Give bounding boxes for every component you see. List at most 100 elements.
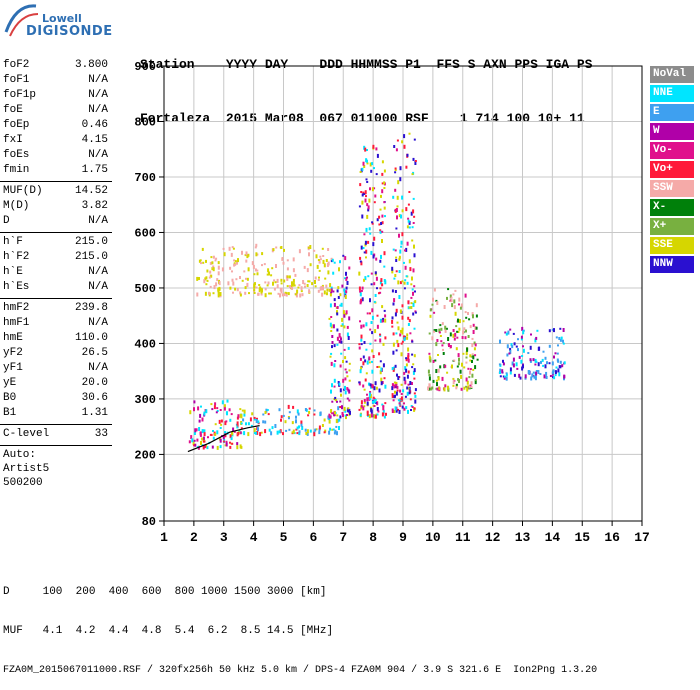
echo-point bbox=[429, 314, 432, 318]
echo-point bbox=[358, 205, 361, 208]
echo-point bbox=[407, 387, 410, 390]
echo-point bbox=[391, 325, 394, 328]
echo-point bbox=[323, 418, 326, 422]
echo-point bbox=[303, 282, 306, 285]
echo-point bbox=[382, 409, 385, 413]
echo-point bbox=[413, 407, 416, 410]
echo-point bbox=[360, 261, 363, 266]
echo-point bbox=[373, 386, 376, 391]
echo-point bbox=[291, 284, 294, 287]
echo-point bbox=[383, 187, 386, 189]
echo-point bbox=[192, 441, 195, 446]
echo-point bbox=[406, 333, 409, 337]
echo-point bbox=[311, 282, 314, 286]
echo-point bbox=[452, 380, 455, 385]
echo-point bbox=[199, 413, 202, 418]
echo-point bbox=[545, 371, 548, 376]
echo-point bbox=[391, 289, 394, 293]
echo-point bbox=[375, 257, 378, 261]
legend-item-vo-: Vo+ bbox=[650, 161, 694, 178]
echo-point bbox=[234, 287, 237, 291]
echo-point bbox=[333, 298, 336, 302]
echo-point bbox=[436, 387, 439, 391]
echo-point bbox=[344, 390, 347, 395]
echo-point bbox=[553, 328, 555, 333]
echo-point bbox=[404, 249, 406, 252]
echo-point bbox=[431, 303, 434, 306]
echo-point bbox=[319, 255, 322, 258]
echo-point bbox=[535, 371, 538, 376]
echo-point bbox=[232, 247, 235, 250]
echo-point bbox=[204, 277, 207, 281]
echo-point bbox=[372, 400, 374, 404]
echo-point bbox=[209, 285, 212, 288]
echo-point bbox=[243, 270, 246, 273]
echo-point bbox=[253, 284, 256, 289]
echo-point bbox=[295, 419, 297, 424]
muf-row: MUF 4.1 4.2 4.4 4.8 5.4 6.2 8.5 14.5 [MH… bbox=[3, 625, 334, 637]
echo-point bbox=[521, 366, 524, 371]
echo-point bbox=[346, 325, 349, 329]
echo-point bbox=[346, 375, 349, 378]
echo-point bbox=[365, 178, 368, 181]
echo-point bbox=[328, 430, 331, 435]
echo-point bbox=[255, 243, 258, 247]
echo-point bbox=[436, 382, 438, 387]
echo-point bbox=[502, 362, 505, 366]
echo-point bbox=[295, 415, 297, 419]
echo-point bbox=[197, 406, 200, 411]
echo-point bbox=[366, 312, 369, 315]
echo-point bbox=[458, 357, 460, 362]
echo-point bbox=[373, 405, 376, 407]
echo-point bbox=[363, 405, 366, 408]
echo-point bbox=[214, 402, 217, 406]
echo-point bbox=[365, 195, 367, 198]
echo-point bbox=[372, 355, 375, 358]
echo-point bbox=[378, 365, 381, 368]
param-label: D bbox=[3, 215, 10, 227]
echo-point bbox=[532, 371, 535, 374]
echo-point bbox=[244, 286, 247, 290]
echo-point bbox=[334, 429, 337, 433]
echo-point bbox=[204, 291, 207, 296]
echo-point bbox=[347, 336, 350, 340]
echo-point bbox=[345, 277, 348, 281]
echo-point bbox=[196, 276, 199, 281]
echo-point bbox=[411, 353, 414, 356]
param-label: h`F2 bbox=[3, 251, 30, 263]
echo-point bbox=[368, 227, 371, 231]
echo-point bbox=[381, 239, 383, 243]
echo-point bbox=[513, 342, 516, 346]
echo-point bbox=[474, 365, 477, 370]
echo-point bbox=[292, 429, 295, 434]
echo-point bbox=[318, 269, 321, 272]
echo-point bbox=[366, 149, 368, 151]
echo-point bbox=[338, 426, 340, 430]
echo-point bbox=[231, 246, 234, 249]
echo-point bbox=[276, 284, 279, 289]
echo-point bbox=[328, 413, 331, 418]
echo-point bbox=[381, 412, 384, 417]
echo-point bbox=[205, 259, 207, 263]
echo-point bbox=[400, 245, 403, 248]
echo-point bbox=[263, 263, 266, 266]
echo-point bbox=[384, 280, 387, 285]
echo-point bbox=[431, 336, 434, 341]
echo-point bbox=[381, 214, 384, 218]
echo-point bbox=[468, 376, 471, 379]
echo-point bbox=[365, 322, 368, 327]
echo-point bbox=[268, 271, 270, 276]
echo-point bbox=[235, 278, 238, 281]
file-info: FZA0M_2015067011000.RSF / 320fx256h 50 k… bbox=[3, 665, 598, 676]
echo-point bbox=[540, 360, 542, 364]
echo-point bbox=[555, 371, 558, 374]
echo-point bbox=[306, 268, 309, 273]
echo-point bbox=[314, 280, 316, 284]
echo-point bbox=[219, 409, 222, 411]
echo-point bbox=[401, 140, 404, 144]
echo-point bbox=[428, 352, 431, 355]
echo-point bbox=[369, 187, 371, 191]
echo-point bbox=[274, 281, 277, 284]
param-row: B0 30.6 bbox=[0, 391, 112, 406]
echo-point bbox=[212, 265, 215, 269]
